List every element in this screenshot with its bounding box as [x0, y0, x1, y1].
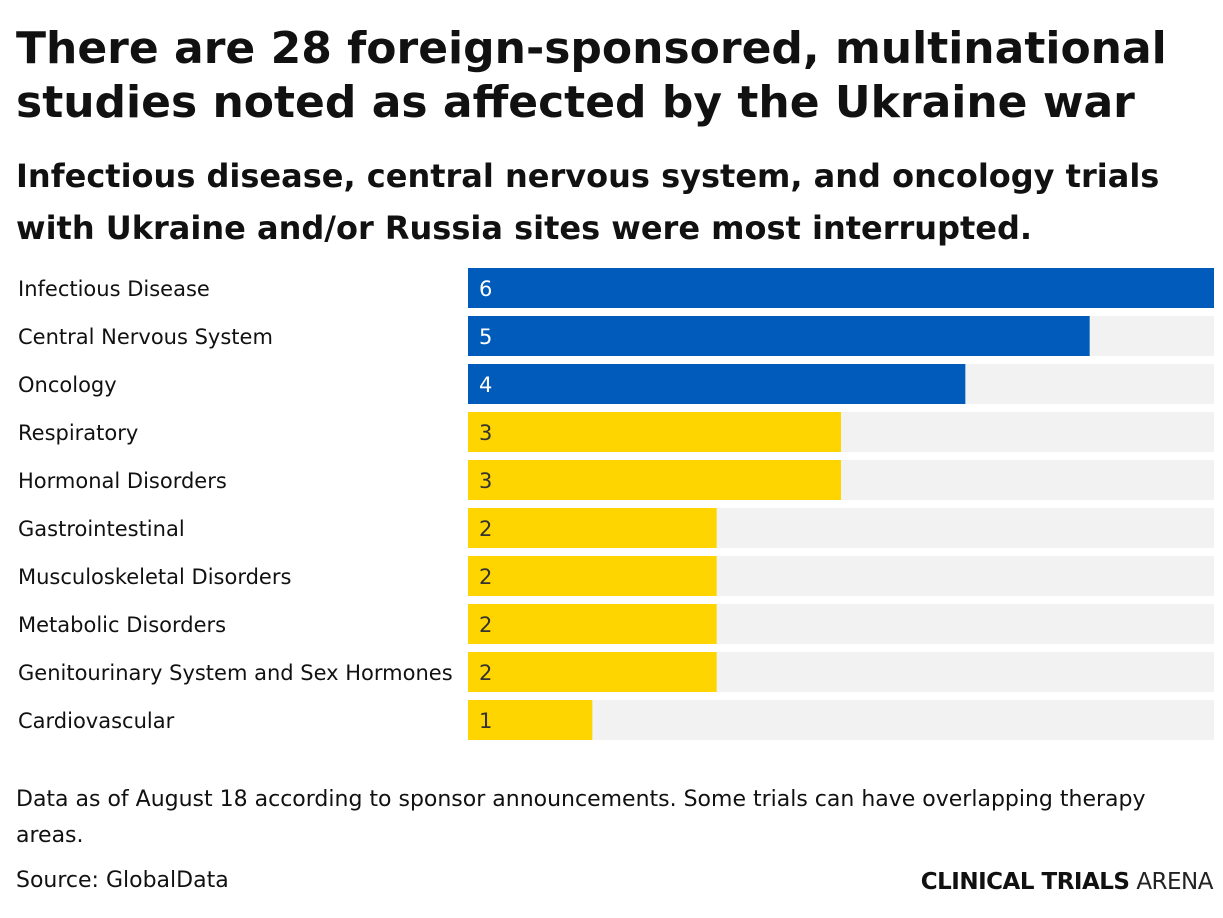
category-label: Musculoskeletal Disorders — [18, 565, 291, 589]
bar — [468, 412, 841, 452]
bar — [468, 556, 717, 596]
bar — [468, 508, 717, 548]
category-label: Gastrointestinal — [18, 517, 185, 541]
bar-row: Oncology 4 — [18, 364, 1214, 404]
chart-subtitle: Infectious disease, central nervous syst… — [16, 157, 1160, 247]
bar-value-label: 4 — [479, 373, 492, 397]
bar-row: Genitourinary System and Sex Hormones 2 — [18, 652, 1214, 692]
bar-row: Gastrointestinal 2 — [18, 508, 1214, 548]
bar-value-label: 2 — [479, 565, 492, 589]
bar-value-label: 6 — [479, 277, 492, 301]
category-label: Metabolic Disorders — [18, 613, 226, 637]
category-label: Cardiovascular — [18, 709, 175, 733]
bar — [468, 316, 1090, 356]
bar-row: Infectious Disease 6 — [18, 268, 1214, 308]
brand-strong-text: CLINICAL TRIALS — [920, 869, 1130, 895]
category-label: Central Nervous System — [18, 325, 273, 349]
bar-value-label: 5 — [479, 325, 492, 349]
bar-row: Respiratory 3 — [18, 412, 1214, 452]
bar — [468, 268, 1214, 308]
category-label: Hormonal Disorders — [18, 469, 227, 493]
bar — [468, 364, 966, 404]
bar-value-label: 3 — [479, 421, 492, 445]
bar-row: Central Nervous System 5 — [18, 316, 1214, 356]
category-label: Genitourinary System and Sex Hormones — [18, 661, 453, 685]
bar — [468, 652, 717, 692]
bar-row: Musculoskeletal Disorders 2 — [18, 556, 1214, 596]
bar-row: Metabolic Disorders 2 — [18, 604, 1214, 644]
bar-value-label: 2 — [479, 661, 492, 685]
bar-chart: Infectious Disease 6 Central Nervous Syste… — [18, 268, 1214, 740]
category-label: Oncology — [18, 373, 117, 397]
category-label: Respiratory — [18, 421, 138, 445]
bar-row: Cardiovascular 1 — [18, 700, 1214, 740]
footnote: Data as of August 18 according to sponso… — [16, 787, 1146, 848]
bar-value-label: 1 — [479, 709, 492, 733]
bar-value-label: 3 — [479, 469, 492, 493]
category-label: Infectious Disease — [18, 277, 210, 301]
bar — [468, 700, 593, 740]
bar — [468, 460, 841, 500]
brand-light-text: ARENA — [1136, 869, 1213, 895]
bar-value-label: 2 — [479, 517, 492, 541]
bar — [468, 604, 717, 644]
chart-title: There are 28 foreign-sponsored, multinat… — [16, 23, 1167, 128]
bar-row: Hormonal Disorders 3 — [18, 460, 1214, 500]
source-note: Source: GlobalData — [16, 868, 229, 893]
bar-value-label: 2 — [479, 613, 492, 637]
brand-logo: CLINICAL TRIALS ARENA — [920, 866, 1214, 898]
